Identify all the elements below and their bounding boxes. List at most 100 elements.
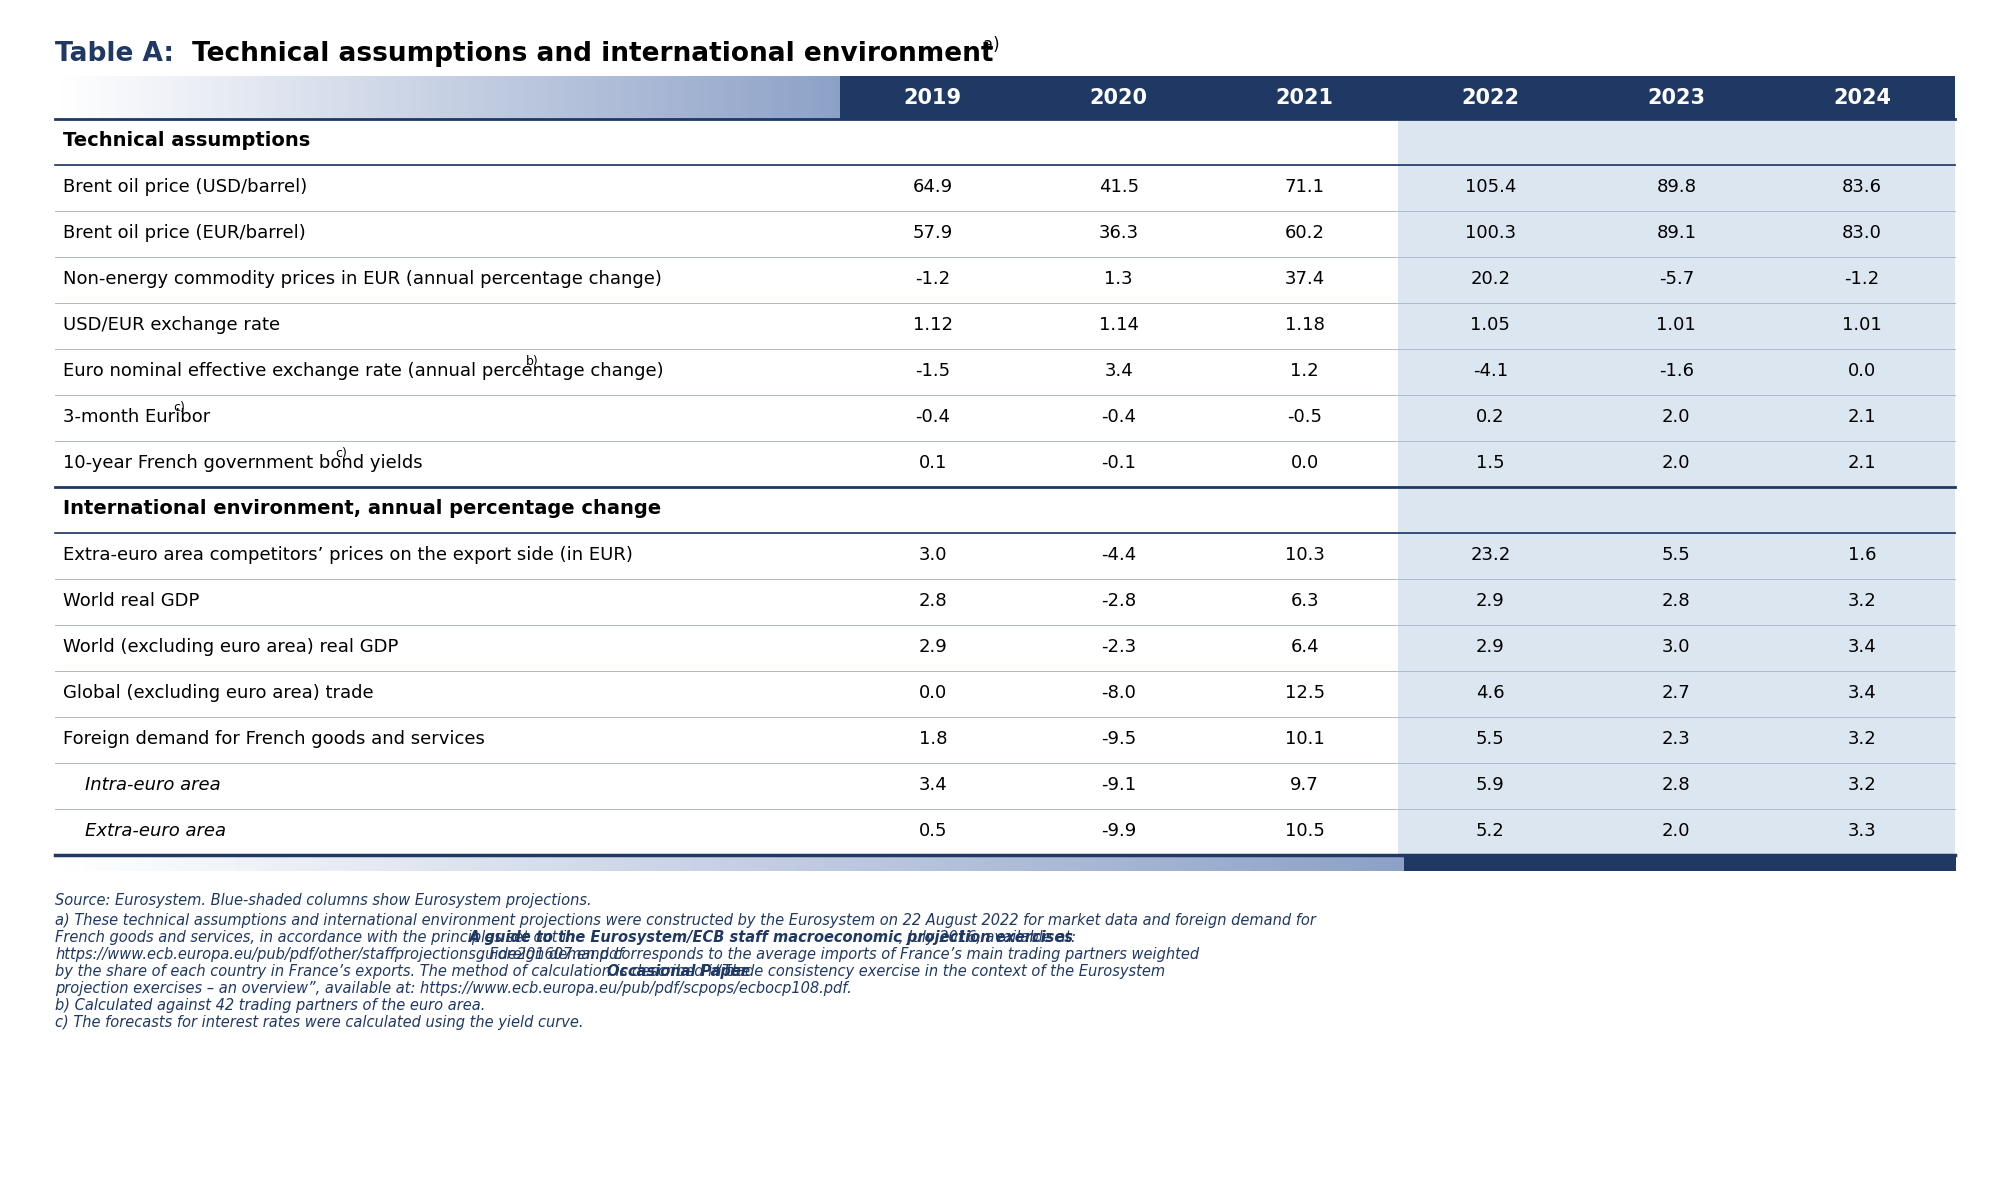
Bar [442, 76, 448, 120]
Bar [1536, 857, 1548, 871]
Bar [1612, 857, 1624, 871]
Bar [1120, 857, 1130, 871]
Bar [354, 76, 360, 120]
Bar [368, 76, 376, 120]
Bar [892, 857, 902, 871]
Bar [730, 857, 740, 871]
Bar [270, 76, 276, 120]
Text: -1.5: -1.5 [916, 362, 950, 380]
Bar [332, 76, 338, 120]
Bar [1812, 857, 1824, 871]
Text: 1.05: 1.05 [1470, 316, 1510, 334]
Bar [1252, 857, 1262, 871]
Bar [536, 76, 542, 120]
Text: 71.1: 71.1 [1284, 178, 1324, 197]
Bar [102, 76, 108, 120]
Bar [1794, 857, 1804, 871]
Bar [150, 857, 160, 871]
Bar [1034, 857, 1044, 871]
Bar [138, 76, 144, 120]
Bar [1870, 857, 1880, 871]
Bar [816, 857, 826, 871]
Bar [170, 76, 176, 120]
Text: 2.0: 2.0 [1662, 408, 1690, 426]
Bar [1432, 857, 1444, 871]
Bar [834, 857, 844, 871]
Bar [202, 76, 208, 120]
Bar [1946, 857, 1956, 871]
Text: Foreign demand for French goods and services: Foreign demand for French goods and serv… [64, 731, 484, 748]
Bar [1840, 857, 1852, 871]
Bar [798, 76, 804, 120]
Bar [664, 857, 674, 871]
Bar [400, 76, 406, 120]
Bar [540, 857, 550, 871]
Bar [1688, 857, 1700, 871]
Bar [746, 76, 752, 120]
Bar [216, 857, 228, 871]
Bar [56, 857, 66, 871]
Text: 5.5: 5.5 [1476, 731, 1504, 748]
Bar [1014, 857, 1024, 871]
Text: 0.2: 0.2 [1476, 408, 1504, 426]
Bar [454, 857, 464, 871]
Text: 60.2: 60.2 [1284, 224, 1324, 242]
Bar [1556, 857, 1566, 871]
Text: 3.4: 3.4 [1848, 638, 1876, 656]
Text: 1.5: 1.5 [1476, 453, 1504, 472]
Bar [1736, 857, 1748, 871]
Text: 2.9: 2.9 [1476, 592, 1504, 610]
Bar [1100, 857, 1110, 871]
Bar [1062, 857, 1072, 871]
Text: 83.0: 83.0 [1842, 224, 1882, 242]
Text: 3.0: 3.0 [1662, 638, 1690, 656]
Bar [484, 76, 490, 120]
Bar [66, 76, 72, 120]
Bar [1898, 857, 1908, 871]
Bar [702, 857, 712, 871]
Bar [1148, 857, 1158, 871]
Text: 2023: 2023 [1648, 88, 1706, 108]
Bar [1356, 857, 1368, 871]
Bar [56, 76, 62, 120]
Bar [86, 76, 92, 120]
Bar [464, 857, 474, 871]
Bar [762, 76, 768, 120]
Bar [606, 857, 616, 871]
Bar [1404, 857, 1414, 871]
Bar [786, 857, 796, 871]
Bar [654, 857, 664, 871]
Bar [778, 76, 784, 120]
Text: Global (excluding euro area) trade: Global (excluding euro area) trade [64, 684, 374, 702]
Bar [212, 76, 218, 120]
Bar [1242, 857, 1252, 871]
Text: 0.5: 0.5 [918, 822, 948, 839]
Text: a): a) [984, 36, 1000, 54]
Bar [290, 76, 296, 120]
Text: -9.5: -9.5 [1102, 731, 1136, 748]
Bar [532, 76, 538, 120]
Bar [1804, 857, 1814, 871]
Bar [788, 76, 794, 120]
Bar [704, 76, 710, 120]
Bar [436, 857, 446, 871]
Bar [678, 76, 684, 120]
Bar [186, 76, 192, 120]
Bar [1660, 857, 1672, 871]
Bar [1186, 857, 1196, 871]
Bar [672, 857, 684, 871]
Text: 2.1: 2.1 [1848, 453, 1876, 472]
Bar [1280, 857, 1292, 871]
Text: -9.1: -9.1 [1102, 776, 1136, 794]
Bar [1576, 857, 1586, 871]
Bar [1204, 857, 1216, 871]
Bar [526, 76, 532, 120]
Bar [388, 857, 398, 871]
Bar [164, 76, 172, 120]
Bar [1452, 857, 1462, 871]
Text: 2.1: 2.1 [1848, 408, 1876, 426]
Bar [410, 76, 418, 120]
Bar [76, 76, 82, 120]
Bar [574, 76, 580, 120]
Text: 2.7: 2.7 [1662, 684, 1690, 702]
